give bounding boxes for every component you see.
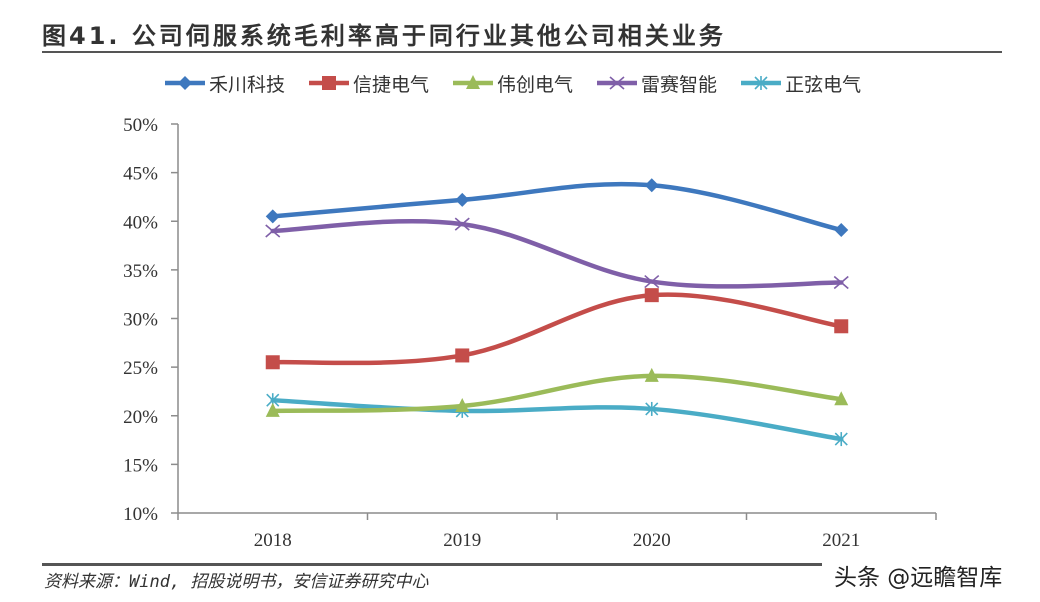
legend-item: 信捷电气 bbox=[309, 70, 429, 97]
data-point bbox=[265, 209, 280, 224]
x-tick-label: 2018 bbox=[254, 530, 292, 551]
legend-marker bbox=[466, 75, 481, 89]
data-point bbox=[265, 224, 281, 238]
x-tick-label: 2021 bbox=[822, 530, 860, 551]
legend-label: 正弦电气 bbox=[785, 73, 862, 96]
legend-marker bbox=[609, 76, 625, 90]
legend-square-icon bbox=[309, 76, 350, 90]
legend-marker bbox=[754, 76, 768, 90]
data-point bbox=[644, 367, 659, 382]
y-tick-label: 35% bbox=[123, 261, 158, 282]
series-line bbox=[270, 397, 844, 442]
series-4 bbox=[266, 393, 848, 447]
series-line bbox=[270, 373, 844, 414]
data-point bbox=[644, 288, 659, 303]
y-tick-label: 20% bbox=[123, 407, 158, 428]
source-divider bbox=[42, 563, 822, 566]
legend-label: 禾川科技 bbox=[209, 73, 286, 96]
series-line bbox=[270, 292, 844, 366]
data-point bbox=[644, 274, 660, 289]
series-1 bbox=[265, 288, 849, 370]
legend-marker bbox=[322, 76, 337, 90]
y-tick-label: 50% bbox=[123, 115, 158, 136]
legend-marker bbox=[178, 76, 192, 90]
legend-item: 伟创电气 bbox=[453, 70, 573, 97]
data-point bbox=[455, 398, 470, 413]
series-3 bbox=[265, 217, 849, 290]
data-point bbox=[834, 391, 849, 406]
data-point bbox=[455, 348, 470, 363]
series-line bbox=[270, 181, 844, 233]
legend-item: 雷赛智能 bbox=[597, 70, 717, 97]
y-tick-label: 15% bbox=[123, 455, 158, 476]
legend-x-icon bbox=[597, 76, 638, 90]
series-2 bbox=[265, 367, 849, 417]
watermark: 头条 @远瞻智库 bbox=[834, 565, 1003, 591]
y-tick-label: 25% bbox=[123, 358, 158, 379]
y-tick-label: 30% bbox=[123, 310, 158, 331]
legend-star-icon bbox=[741, 76, 782, 90]
source-note: 资料来源：Wind, 招股说明书，安信证券研究中心 bbox=[44, 572, 429, 592]
chart-legend: 禾川科技 信捷电气 伟创电气 雷赛智能 正弦电气 bbox=[165, 68, 861, 98]
data-point bbox=[265, 355, 280, 370]
series-0 bbox=[265, 178, 849, 238]
data-point bbox=[455, 192, 470, 207]
series-line bbox=[270, 218, 844, 289]
legend-diamond-icon bbox=[165, 76, 205, 90]
data-point bbox=[833, 275, 849, 290]
data-point bbox=[645, 401, 659, 416]
data-point bbox=[834, 432, 848, 447]
y-tick-label: 40% bbox=[123, 212, 158, 233]
y-tick-label: 10% bbox=[123, 504, 158, 525]
data-point bbox=[454, 217, 470, 231]
x-tick-label: 2019 bbox=[443, 530, 481, 551]
data-point bbox=[834, 319, 849, 334]
legend-triangle-icon bbox=[453, 75, 494, 89]
legend-item: 正弦电气 bbox=[741, 70, 861, 97]
chart-title: 图41. 公司伺服系统毛利率高于同行业其他公司相关业务 bbox=[42, 22, 726, 50]
x-tick-label: 2020 bbox=[633, 530, 671, 551]
title-underline bbox=[42, 51, 1002, 53]
legend-label: 伟创电气 bbox=[497, 73, 574, 96]
y-tick-label: 45% bbox=[123, 164, 158, 185]
legend-label: 信捷电气 bbox=[353, 73, 430, 96]
data-point bbox=[265, 402, 280, 417]
data-point bbox=[834, 223, 849, 238]
data-point bbox=[644, 178, 659, 193]
legend-label: 雷赛智能 bbox=[641, 73, 718, 96]
legend-item: 禾川科技 bbox=[165, 70, 285, 97]
